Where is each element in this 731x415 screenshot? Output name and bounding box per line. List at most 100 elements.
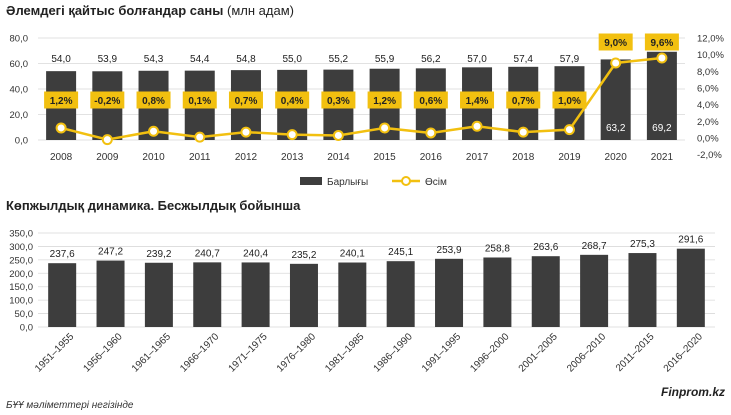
chart1-ytick-left: 0,0 xyxy=(15,136,28,147)
chart1-growth-marker xyxy=(379,122,391,134)
chart2-bar-label: 239,2 xyxy=(146,249,171,260)
chart1-growth-label: 0,8% xyxy=(142,96,165,107)
chart1-svg: 0,0 20,0 40,0 60,0 80,0 -2,0% 0,0% 2,0% 4,0% 6,0%… xyxy=(10,33,724,188)
chart1-bar-label: 55,9 xyxy=(375,54,395,65)
chart1-ytick-right: 10,0% xyxy=(697,50,724,61)
chart1-xtick: 2009 xyxy=(96,152,119,163)
chart1-ytick-right: 2,0% xyxy=(697,117,719,128)
chart1-xtick: 2012 xyxy=(235,152,258,163)
chart1-title-text: Әлемдегі қайтыс болғандар саны xyxy=(6,3,224,18)
chart2-bar-label: 240,1 xyxy=(340,249,365,260)
chart2-bar xyxy=(580,254,609,327)
chart2-bar-label: 240,4 xyxy=(243,248,268,259)
chart2-xtick: 1996–2000 xyxy=(468,331,511,374)
chart1-xtick: 2020 xyxy=(605,152,628,163)
chart1-xtick: 2015 xyxy=(373,152,396,163)
chart1-legend-bar-swatch xyxy=(300,177,322,185)
chart1-growth-label: 9,6% xyxy=(650,38,673,49)
chart1-growth-marker xyxy=(656,52,668,64)
chart1-growth-label-box xyxy=(367,91,402,109)
chart1-legend-bar-label: Барлығы xyxy=(327,177,368,188)
chart1-growth-label: 0,7% xyxy=(512,96,535,107)
chart2-xtick: 2006–2010 xyxy=(565,331,608,374)
chart1-title: Әлемдегі қайтыс болғандар саны (млн адам… xyxy=(6,3,294,18)
chart2-ytick: 200,0 xyxy=(9,269,33,280)
chart1-growth-marker xyxy=(101,134,113,146)
chart2-xtick: 1956–1960 xyxy=(81,331,124,374)
chart1-growth-marker xyxy=(194,131,206,143)
chart2-bar-label: 237,6 xyxy=(50,249,75,260)
chart1-growth-label: 1,0% xyxy=(558,96,581,107)
chart2-xtick: 1976–1980 xyxy=(275,331,318,374)
brand-watermark: Finprom.kz xyxy=(660,385,725,399)
chart2-xtick: 2016–2020 xyxy=(662,331,705,374)
chart1-bar-label: 56,2 xyxy=(421,54,441,65)
chart2-ytick: 150,0 xyxy=(9,282,33,293)
chart1-bar-label: 57,0 xyxy=(467,54,487,65)
chart1-xtick: 2013 xyxy=(281,152,304,163)
chart2-xtick: 1966–1970 xyxy=(178,331,221,374)
chart2-bar xyxy=(48,263,77,327)
chart1-ytick-right: 0,0% xyxy=(697,133,719,144)
chart1-bar-label: 57,9 xyxy=(560,54,580,65)
chart1-bar-label: 63,2 xyxy=(606,123,626,134)
chart2-title: Көпжылдық динамика. Бесжылдық бойынша xyxy=(6,198,301,213)
chart1-ytick-right: 12,0% xyxy=(697,34,724,45)
chart1-bar-label: 55,0 xyxy=(282,54,302,65)
chart2-bar-label: 240,7 xyxy=(195,248,220,259)
chart1-bar-label: 54,0 xyxy=(51,54,71,65)
chart1-growth-label-box xyxy=(275,91,310,109)
chart1-growth-label-box xyxy=(321,91,356,109)
chart2-bar-label: 268,7 xyxy=(582,241,607,252)
chart2-xtick: 1951–1955 xyxy=(33,331,76,374)
chart2-bar xyxy=(144,262,173,327)
chart1-bar-label: 54,3 xyxy=(144,54,164,65)
chart2-xtick: 1986–1990 xyxy=(372,331,415,374)
chart1-xtick: 2019 xyxy=(558,152,581,163)
chart1-growth-label-box xyxy=(644,33,679,51)
chart1-growth-label: -0,2% xyxy=(94,96,120,107)
chart2-ytick: 50,0 xyxy=(15,309,34,320)
chart1-growth-marker xyxy=(425,127,437,139)
chart2-bar xyxy=(96,260,125,327)
chart1-xtick: 2016 xyxy=(420,152,443,163)
chart1-growth-marker xyxy=(471,120,483,132)
chart1-unit: (млн адам) xyxy=(227,3,294,18)
chart1-growth-label-box xyxy=(506,91,541,109)
chart2-bar-label: 291,6 xyxy=(678,235,703,246)
chart1-growth-marker xyxy=(240,126,252,138)
chart1-xtick: 2010 xyxy=(142,152,165,163)
chart1-ytick-left: 20,0 xyxy=(10,110,29,121)
chart2-bar xyxy=(241,262,270,327)
chart1-xtick: 2017 xyxy=(466,152,489,163)
chart2-ytick: 100,0 xyxy=(9,296,33,307)
chart2-bar xyxy=(386,261,415,327)
chart1-xtick: 2018 xyxy=(512,152,535,163)
chart1-bar-label: 54,4 xyxy=(190,54,210,65)
chart1-xtick: 2021 xyxy=(651,152,674,163)
chart2-xtick: 1961–1965 xyxy=(130,331,173,374)
chart2-bar-label: 263,6 xyxy=(533,242,558,253)
chart1-bar-label: 57,4 xyxy=(514,54,534,65)
chart1-xtick: 2014 xyxy=(327,152,350,163)
chart2-bar xyxy=(531,256,560,327)
chart2-bar-label: 275,3 xyxy=(630,239,655,250)
chart1-growth-label-box xyxy=(90,91,125,109)
chart2-bar-label: 235,2 xyxy=(291,250,316,261)
chart1-growth-line xyxy=(60,56,663,141)
chart1-growth-label: 0,7% xyxy=(235,96,258,107)
chart2-ytick: 350,0 xyxy=(9,229,33,240)
chart1-legend-line-marker xyxy=(401,176,411,186)
chart1-xtick: 2011 xyxy=(189,152,211,163)
chart1-growth-label: 9,0% xyxy=(604,38,627,49)
source-footnote: БҰҰ мәліметтері негізінде xyxy=(6,400,134,411)
chart1-ytick-right: 4,0% xyxy=(697,100,719,111)
chart2-bar xyxy=(628,253,657,327)
chart2-bar-label: 258,8 xyxy=(485,243,510,254)
chart1-growth-label: 1,4% xyxy=(466,96,489,107)
chart1-growth-label: 1,2% xyxy=(373,96,396,107)
chart2-bar xyxy=(289,263,318,327)
chart1-bar-label: 54,8 xyxy=(236,54,256,65)
chart2-xtick: 1981–1985 xyxy=(323,331,366,374)
